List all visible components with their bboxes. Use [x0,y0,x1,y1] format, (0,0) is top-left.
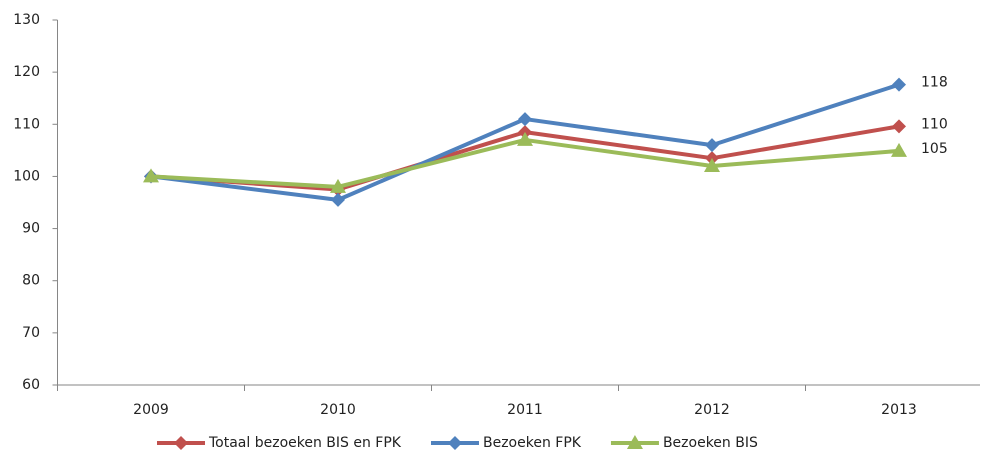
legend-marker [174,436,188,450]
point-marker [143,168,159,183]
point-marker [331,192,345,207]
data-label: 105 [921,141,948,157]
y-tick-label: 100 [13,168,40,184]
y-tick-label: 130 [13,12,40,28]
point-marker [892,77,906,92]
point-marker [704,158,720,172]
x-tick-label: 2012 [694,402,730,418]
legend-label: Bezoeken BIS [663,435,758,451]
point-marker [517,131,533,146]
legend-marker [626,435,643,449]
x-tick-label: 2013 [881,402,917,418]
legend-label: Bezoeken FPK [483,435,582,451]
y-tick-label: 80 [22,273,40,289]
legend-label: Totaal bezoeken BIS en FPK [208,435,402,451]
legend-marker [447,436,462,450]
y-tick-label: 60 [22,377,40,393]
x-tick-label: 2010 [320,402,356,418]
x-tick-label: 2009 [133,402,169,418]
point-marker [705,138,719,153]
y-tick-label: 70 [22,325,40,341]
point-marker [891,142,907,157]
point-marker [892,119,906,134]
point-marker [518,112,532,127]
y-tick-label: 110 [13,116,40,132]
point-marker [330,178,346,193]
data-label: 110 [921,116,948,132]
y-tick-label: 120 [13,64,40,80]
data-label: 118 [921,75,948,91]
y-tick-label: 90 [22,221,40,237]
x-tick-label: 2011 [507,402,543,418]
